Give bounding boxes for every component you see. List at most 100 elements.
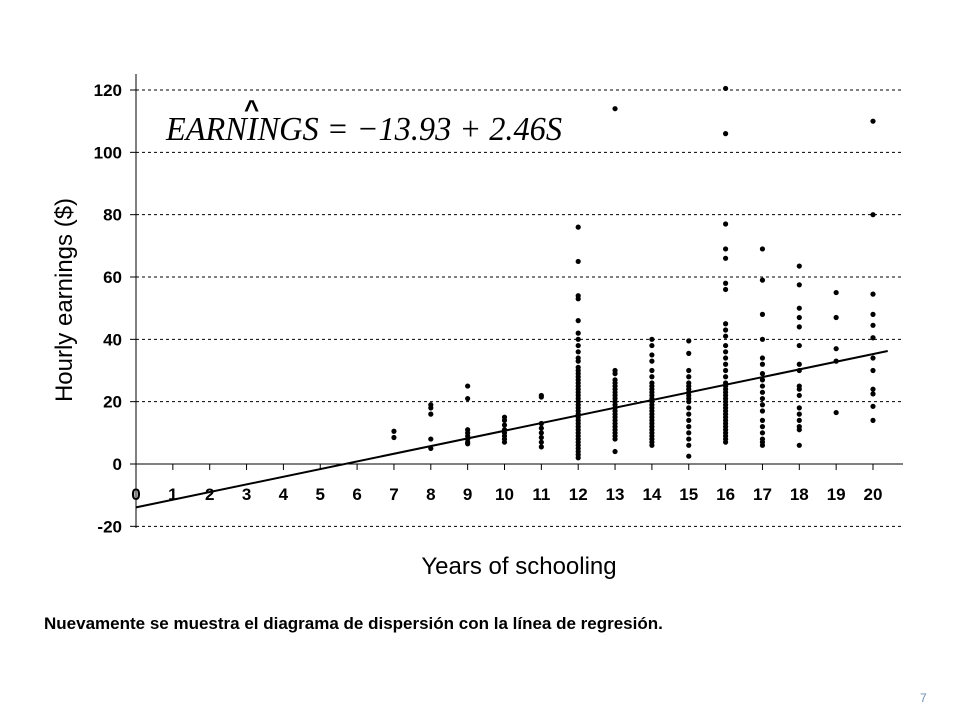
regression-line-path [135, 350, 888, 509]
x-tick-label: 18 [790, 485, 809, 504]
data-point [759, 395, 766, 402]
data-point [796, 324, 802, 330]
data-point [796, 417, 802, 423]
caption: Nuevamente se muestra el diagrama de dis… [44, 614, 663, 633]
data-point [575, 349, 581, 355]
data-point [870, 322, 876, 328]
data-point [649, 352, 655, 358]
x-tick-label: 7 [389, 485, 398, 504]
data-point [612, 436, 618, 442]
data-point [723, 342, 729, 349]
data-point [686, 374, 692, 380]
data-point [391, 434, 397, 441]
y-tick-label: 20 [103, 393, 122, 412]
data-point [759, 377, 766, 383]
data-point [833, 346, 839, 352]
data-point [575, 318, 581, 324]
data-point [649, 336, 655, 342]
data-point [759, 355, 766, 361]
y-tick-label: 100 [94, 143, 122, 162]
data-point [796, 392, 802, 399]
data-point [870, 212, 876, 218]
data-point [538, 425, 544, 431]
data-point [649, 358, 655, 364]
data-point [686, 442, 692, 448]
data-point [759, 424, 766, 430]
data-point [612, 106, 618, 112]
data-point [796, 282, 802, 288]
data-point [796, 411, 802, 417]
data-point [759, 311, 766, 317]
data-point [759, 408, 766, 414]
x-tick-labels: 0 1 2 3 4 5 6 7 8 9 10 11 12 13 14 15 16 17 18 19 20 [131, 485, 882, 504]
data-point [759, 277, 766, 283]
data-point [796, 314, 802, 321]
data-point [391, 428, 397, 434]
data-point [501, 422, 508, 428]
data-point [870, 291, 876, 297]
data-point [575, 330, 581, 336]
data-point [759, 442, 766, 448]
data-point [796, 263, 802, 269]
data-point [759, 417, 766, 423]
data-point [575, 296, 581, 302]
data-point [796, 386, 802, 392]
y-tick-label: 60 [103, 268, 122, 287]
data-point [538, 394, 544, 400]
data-point [575, 358, 581, 364]
data-point [833, 289, 839, 296]
data-point [759, 383, 766, 389]
data-point [649, 342, 655, 349]
x-tick-label: 2 [205, 485, 214, 504]
data-point [686, 430, 692, 436]
data-point [870, 355, 876, 361]
data-point [870, 391, 876, 397]
data-point [796, 442, 802, 448]
data-point [723, 85, 729, 92]
data-point [686, 424, 692, 430]
data-points [391, 85, 876, 461]
data-point [759, 402, 766, 408]
data-point [870, 367, 876, 374]
y-tick-label: 80 [103, 206, 122, 225]
data-point [723, 361, 729, 367]
data-point [612, 448, 618, 455]
data-point [870, 403, 876, 409]
data-point [870, 311, 876, 317]
data-point [759, 336, 766, 342]
data-point [649, 374, 655, 380]
data-point [870, 335, 876, 341]
data-point [723, 221, 729, 227]
data-point [759, 371, 766, 377]
x-tick-label: 10 [495, 485, 514, 504]
x-tick-label: 15 [679, 485, 698, 504]
y-tick-label: 40 [103, 330, 122, 349]
data-point [575, 342, 581, 349]
x-tick-label: 0 [131, 485, 140, 504]
data-point [796, 361, 802, 367]
data-point [796, 405, 802, 411]
data-point [723, 355, 729, 361]
data-point [759, 389, 766, 395]
data-point [686, 453, 692, 459]
data-point [796, 342, 802, 349]
data-point [759, 246, 766, 252]
regression-line [135, 350, 888, 509]
data-point [723, 286, 729, 293]
data-point [575, 455, 581, 461]
data-point [465, 395, 471, 402]
data-point [686, 417, 692, 423]
data-point [723, 333, 729, 339]
data-point [870, 386, 876, 392]
data-point [723, 131, 729, 137]
y-tick-label: 0 [113, 455, 122, 474]
x-axis-title: Years of schooling [421, 553, 616, 580]
data-point [575, 336, 581, 342]
data-point [501, 417, 508, 423]
data-point [465, 441, 471, 447]
data-point [612, 371, 618, 377]
data-point [723, 374, 729, 380]
x-tick-label: 11 [532, 485, 550, 504]
x-tick-label: 5 [316, 485, 325, 504]
